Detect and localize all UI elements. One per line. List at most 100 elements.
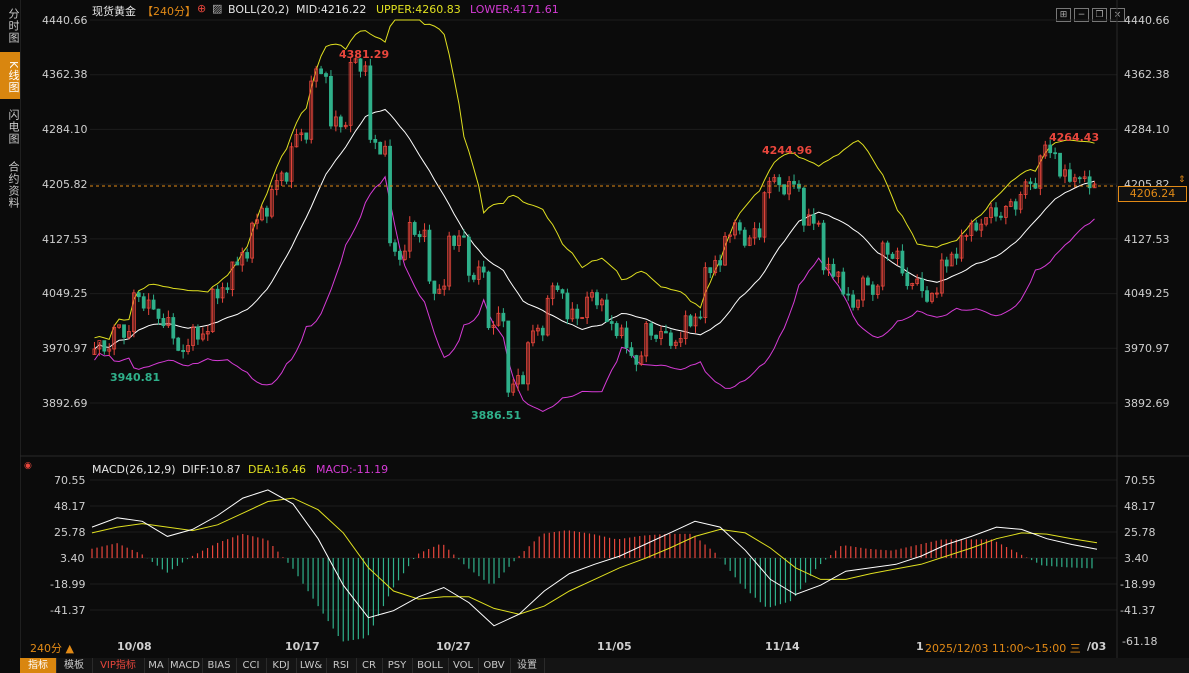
cursor-time-label: 2025/12/03 11:00～15:00 三	[925, 642, 1081, 655]
annotation-high: 4264.43	[1049, 131, 1100, 144]
sidebar-tab-contract[interactable]: 合约资料	[7, 161, 20, 209]
price-tick-left: 4205.82	[42, 178, 88, 191]
candle-body	[368, 65, 373, 140]
candle-body	[506, 320, 511, 393]
candle-body	[910, 283, 915, 287]
indicator-tab[interactable]: OBV	[478, 658, 511, 673]
restore-icon[interactable]: ❐	[1092, 8, 1107, 22]
candle-body	[713, 260, 718, 274]
indicator-tab[interactable]: RSI	[326, 658, 357, 673]
indicator-tab[interactable]: PSY	[382, 658, 413, 673]
candle-body	[580, 317, 585, 319]
macd-tick-right: 48.17	[1124, 500, 1156, 513]
candle-body	[255, 219, 259, 224]
candle-body	[708, 267, 713, 274]
boll-upper-line	[94, 19, 1095, 341]
indicator-tab[interactable]: CCI	[236, 658, 267, 673]
indicator-tab[interactable]: BOLL	[412, 658, 449, 673]
sidebar-tab-kline[interactable]: K线图	[0, 52, 20, 99]
candle-body	[787, 181, 791, 195]
candle-body	[870, 284, 875, 295]
candle-body	[393, 242, 397, 252]
candle-body	[604, 299, 609, 322]
candle-body	[131, 292, 136, 332]
candle-body	[673, 341, 678, 346]
candle-body	[240, 252, 245, 266]
indicator-tab[interactable]: BIAS	[202, 658, 237, 673]
candle-body	[545, 297, 550, 336]
candle-body	[570, 308, 575, 320]
candle-body	[959, 235, 964, 259]
time-label: 10/17	[285, 640, 320, 653]
candle-body	[343, 124, 348, 128]
sidebar-tab-timeshare[interactable]: 分时图	[7, 8, 20, 44]
candle-body	[999, 215, 1003, 218]
candle-body	[565, 292, 570, 320]
period-selector[interactable]: 240分 ▲	[30, 642, 74, 655]
macd-settings-icon[interactable]: ◉	[24, 461, 32, 471]
chart-settings-icon[interactable]: ▨	[212, 2, 223, 15]
price-tick-left: 4362.38	[42, 68, 88, 81]
macd-diff-value: DIFF:10.87	[182, 463, 241, 476]
candle-body	[624, 327, 629, 349]
time-label: 11/14	[765, 640, 800, 653]
candle-body	[127, 331, 131, 338]
candle-body	[1077, 177, 1082, 180]
candle-body	[678, 338, 683, 343]
candle-body	[555, 285, 560, 291]
minimize-icon[interactable]: −	[1074, 8, 1089, 22]
indicator-tab[interactable]: 模板	[56, 658, 93, 673]
candle-body	[939, 259, 944, 294]
candle-body	[1082, 176, 1087, 179]
indicator-tab[interactable]: 指标	[20, 658, 57, 673]
macd-dea-line	[91, 497, 1098, 615]
annotation-high: 4244.96	[762, 144, 813, 157]
price-tick-left: 4127.53	[42, 233, 88, 246]
candle-body	[747, 237, 752, 246]
candle-body	[161, 318, 166, 327]
candle-body	[1068, 169, 1072, 182]
chart-grid	[90, 19, 1117, 404]
indicator-tab[interactable]: MA	[144, 658, 169, 673]
candle-body	[664, 331, 668, 334]
candle-body	[304, 132, 309, 140]
candle-body	[260, 207, 264, 221]
indicator-tab[interactable]: 设置	[510, 658, 545, 673]
candle-body	[407, 222, 412, 252]
candle-body	[481, 266, 486, 273]
indicator-tab[interactable]: VOL	[448, 658, 479, 673]
candle-body	[402, 250, 407, 260]
candle-body	[1043, 144, 1048, 157]
candle-body	[235, 261, 240, 266]
indicator-tab[interactable]: VIP指标	[92, 658, 145, 673]
candle-body	[639, 355, 644, 365]
candle-body	[866, 277, 870, 286]
macd-tick-left: -41.37	[50, 604, 86, 617]
boll-lower-value: LOWER:4171.61	[470, 3, 559, 16]
grid-icon[interactable]: ⊞	[1056, 8, 1071, 22]
candle-body	[107, 348, 112, 352]
sidebar-tab-flash[interactable]: 闪电图	[7, 109, 20, 145]
candle-body	[205, 331, 210, 335]
candle-body	[1048, 144, 1053, 154]
indicator-tab[interactable]: MACD	[168, 658, 203, 673]
boll-lower-line	[94, 175, 1095, 412]
candle-body	[309, 80, 314, 140]
indicator-tab[interactable]: LW&	[296, 658, 327, 673]
candle-body	[501, 312, 506, 322]
price-tick-right: 3892.69	[1124, 397, 1170, 410]
period-label[interactable]: 【240分】	[142, 5, 196, 18]
candle-body	[693, 316, 698, 327]
indicator-tab[interactable]: KDJ	[266, 658, 297, 673]
candle-body	[373, 139, 378, 143]
candle-body	[338, 116, 343, 128]
candle-body	[516, 375, 521, 385]
annotation-high: 4381.29	[339, 48, 390, 61]
candle-body	[964, 235, 969, 237]
macd-cursor-value: -61.18	[1122, 635, 1158, 648]
plus-circle-icon[interactable]: ⊕	[197, 2, 207, 15]
indicator-tab[interactable]: CR	[356, 658, 383, 673]
price-tick-left: 3892.69	[42, 397, 88, 410]
candle-body	[531, 330, 535, 344]
